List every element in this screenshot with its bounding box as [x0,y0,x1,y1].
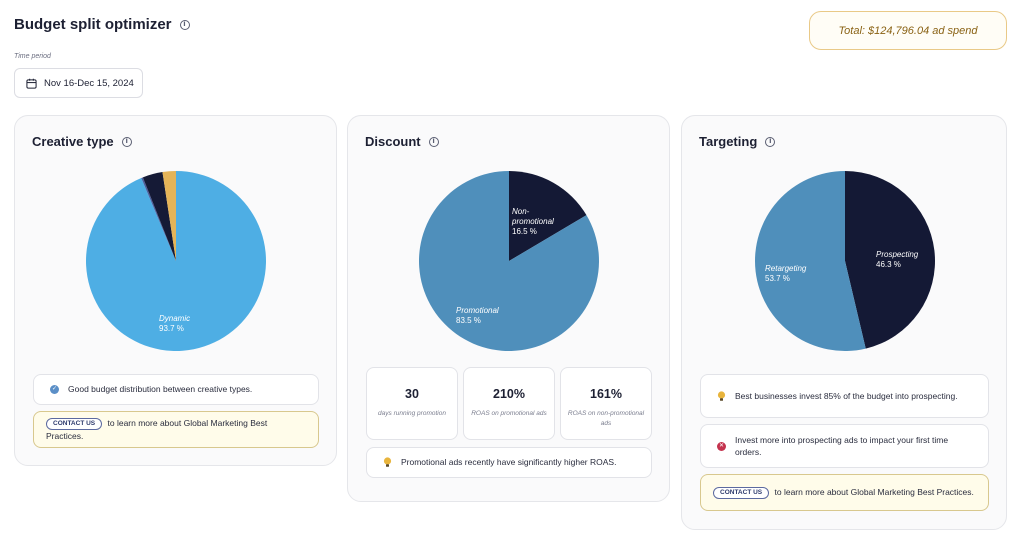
creative-type-card: Creative type i Dynamic 93.7 % ✓ Good bud… [14,115,337,466]
pie-slice-prospecting[interactable] [845,171,936,349]
promotional-roas-text: Promotional ads recently have significan… [401,457,617,468]
pie-slice-3[interactable] [162,171,176,261]
lightbulb-icon [717,390,726,401]
stat-value: 30 [405,387,419,401]
pie-slice-non-promotional[interactable] [509,171,587,261]
pie-label-value: 83.5 % [456,316,481,325]
contact-us-button[interactable]: CONTACT US [713,487,770,499]
pie-label-name: promotional [511,217,554,226]
contact-us-text: to learn more about Global Marketing Bes… [774,487,974,497]
discount-title-text: Discount [365,134,421,149]
creative-type-title-text: Creative type [32,134,114,149]
good-distribution-text: Good budget distribution between creativ… [68,384,253,395]
best-businesses-note: Best businesses invest 85% of the budget… [700,374,989,418]
pie-slice-retargeting[interactable] [755,171,866,351]
pie-label-name: Non- [512,207,530,216]
stat-description: ROAS on non-promotional ads [567,410,645,427]
error-circle-icon: ✕ [717,441,726,451]
page-title: Budget split optimizer i [14,16,190,33]
discount-title: Discount i [365,134,439,149]
info-icon[interactable]: i [121,136,132,147]
promotional-roas-note: Promotional ads recently have significan… [366,447,652,478]
stat-value: 161% [590,387,622,401]
invest-prospecting-note: ✕ Invest more into prospecting ads to im… [700,424,989,468]
pie-slice-2[interactable] [142,172,176,261]
pie-label-name: Dynamic [159,314,190,323]
pie-slice-dynamic[interactable] [86,171,267,351]
pie-slice-promotional[interactable] [419,171,599,351]
pie-label-value: 46.3 % [876,260,901,269]
invest-prospecting-text: Invest more into prospecting ads to impa… [735,434,949,457]
pie-label-value: 53.7 % [765,274,790,283]
best-businesses-text: Best businesses invest 85% of the budget… [735,390,958,401]
date-range-value: Nov 16-Dec 15, 2024 [44,77,134,89]
info-icon[interactable]: i [765,136,776,147]
date-range-picker[interactable]: Nov 16-Dec 15, 2024 [14,68,143,98]
pie-label-name: Retargeting [765,264,807,273]
time-period-label: Time period [14,53,51,60]
good-distribution-note: ✓ Good budget distribution between creat… [33,374,319,405]
contact-us-banner: CONTACT US to learn more about Global Ma… [700,474,989,511]
stat-value: 210% [493,387,525,401]
page-title-text: Budget split optimizer [14,16,172,33]
creative-type-title: Creative type i [32,134,132,149]
info-icon[interactable]: i [179,19,190,30]
pie-label-value: 16.5 % [512,227,537,236]
contact-us-message: CONTACT US to learn more about Global Ma… [46,417,306,442]
contact-us-message: CONTACT US to learn more about Global Ma… [713,486,974,499]
stat-description: ROAS on promotional ads [471,410,547,417]
targeting-title-text: Targeting [699,134,758,149]
info-icon[interactable]: i [428,136,439,147]
stat-days-running: 30 days running promotion [366,367,458,440]
stat-roas-promotional: 210% ROAS on promotional ads [463,367,555,440]
check-circle-icon: ✓ [50,385,59,394]
contact-us-banner: CONTACT US to learn more about Global Ma… [33,411,319,448]
stat-description: days running promotion [378,410,446,417]
contact-us-button[interactable]: CONTACT US [46,417,103,430]
discount-card: Discount i Non-promotional 16.5 % Promotio… [347,115,670,502]
pie-slice-1[interactable] [141,177,176,261]
total-spend-badge: Total: $124,796.04 ad spend [809,11,1007,50]
targeting-title: Targeting i [699,134,776,149]
lightbulb-icon [383,457,392,467]
targeting-card: Targeting i Prospecting 46.3 % Retargeting… [681,115,1007,530]
contact-us-text: to learn more about Global Marketing Bes… [46,417,268,441]
pie-label-value: 93.7 % [159,324,184,333]
pie-label-name: Prospecting [876,250,919,259]
calendar-icon [26,78,37,89]
pie-label-name: Promotional [456,306,499,315]
stat-roas-non-promotional: 161% ROAS on non-promotional ads [560,367,652,440]
